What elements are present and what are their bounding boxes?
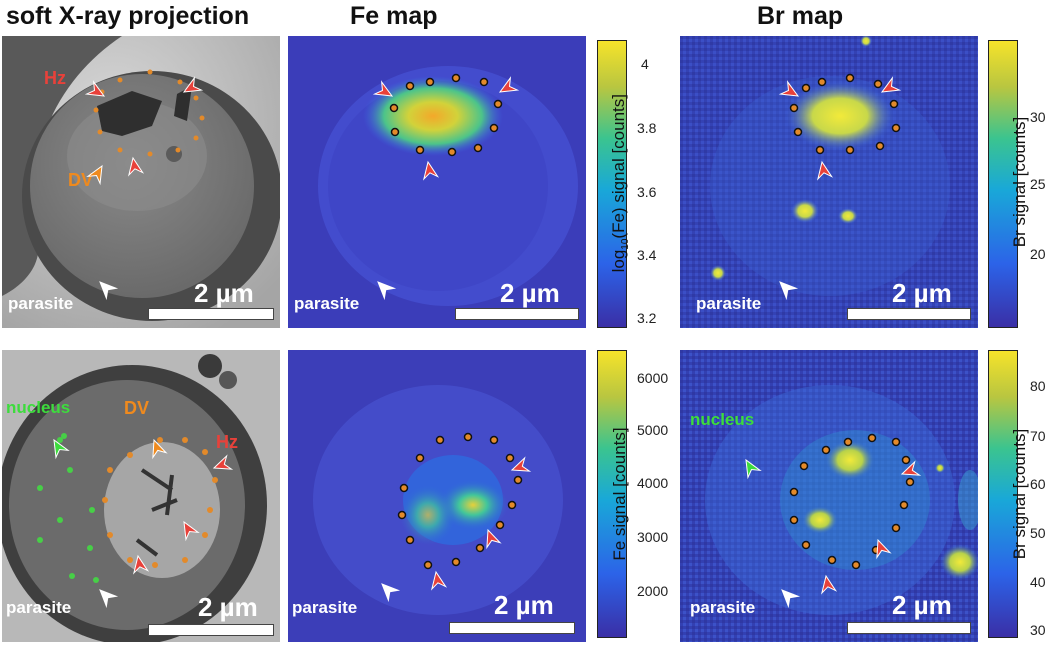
br-colorbar-top-label: Br signal [counts]: [1010, 116, 1029, 248]
colorbar-tick: 3000: [637, 529, 669, 545]
br-map-panel-top: parasite 2 µm: [680, 36, 978, 328]
scale-bar: [847, 622, 971, 634]
br-colorbar-bottom: [988, 350, 1018, 638]
parasite-label: parasite: [292, 598, 358, 617]
colorbar-tick: 3.8: [637, 120, 657, 136]
scale-label: 2 µm: [194, 278, 254, 308]
colorbar-tick: 30: [1030, 109, 1046, 125]
colorbar-tick: 50: [1030, 525, 1046, 541]
hz-label: Hz: [44, 68, 66, 88]
colorbar-tick: 30: [1030, 622, 1046, 638]
fe-map-panel-top: parasite 2 µm: [288, 36, 586, 328]
scale-bar: [449, 622, 575, 634]
colorbar-tick: 3.2: [637, 310, 657, 326]
fe-colorbar-top: [597, 40, 627, 328]
br-colorbar-top: [988, 40, 1018, 328]
colorbar-tick: 3.4: [637, 247, 657, 263]
colorbar-tick: 4000: [637, 475, 669, 491]
fe-colorbar-top-label: log10(Fe) signal [counts]: [608, 94, 632, 273]
br-map-panel-bottom: nucleus parasite 2 µm: [680, 350, 978, 642]
colorbar-tick: 25: [1030, 176, 1046, 192]
br-colorbar-bottom-label: Br signal [counts]: [1010, 428, 1029, 560]
title-br-map: Br map: [757, 2, 844, 30]
fe-colorbar-bottom-label: Fe signal [counts]: [610, 427, 629, 561]
parasite-label: parasite: [294, 294, 360, 313]
xray-panel-top: Hz DV parasite 2 µm: [2, 36, 280, 328]
colorbar-tick: 20: [1030, 246, 1046, 262]
colorbar-tick: 6000: [637, 370, 669, 386]
colorbar-tick: 70: [1030, 428, 1046, 444]
scale-label: 2 µm: [892, 590, 952, 620]
colorbar-tick: 40: [1030, 574, 1046, 590]
parasite-label: parasite: [6, 598, 72, 617]
title-xray: soft X-ray projection: [6, 2, 250, 30]
parasite-label: parasite: [690, 598, 756, 617]
br-map-image-top: [680, 36, 978, 328]
fe-colorbar-bottom: [597, 350, 627, 638]
dv-label: DV: [68, 170, 94, 190]
colorbar-tick: 4: [641, 56, 649, 72]
nucleus-label: nucleus: [6, 398, 71, 417]
fe-map-panel-bottom: parasite 2 µm: [288, 350, 586, 642]
title-fe-map: Fe map: [350, 2, 438, 30]
colorbar-tick: 2000: [637, 583, 669, 599]
colorbar-tick: 5000: [637, 422, 669, 438]
fe-map-image-bottom: [288, 350, 586, 642]
scale-label: 2 µm: [500, 278, 560, 308]
colorbar-tick: 60: [1030, 476, 1046, 492]
nucleus-label: nucleus: [690, 410, 755, 429]
scale-bar: [847, 308, 971, 320]
scale-label: 2 µm: [494, 590, 554, 620]
fe-map-image-top: [288, 36, 586, 328]
scale-bar: [455, 308, 579, 320]
scale-bar: [148, 308, 274, 320]
scale-label: 2 µm: [198, 592, 258, 622]
dv-label: DV: [124, 398, 150, 418]
colorbar-tick: 3.6: [637, 184, 657, 200]
colorbar-tick: 80: [1030, 378, 1046, 394]
hz-label: Hz: [216, 432, 238, 452]
scale-label: 2 µm: [892, 278, 952, 308]
parasite-label: parasite: [696, 294, 762, 313]
scale-bar: [148, 624, 274, 636]
xray-panel-bottom: nucleus DV Hz parasite 2 µm: [2, 350, 280, 642]
parasite-label: parasite: [8, 294, 74, 313]
xray-image-top: [2, 36, 280, 328]
